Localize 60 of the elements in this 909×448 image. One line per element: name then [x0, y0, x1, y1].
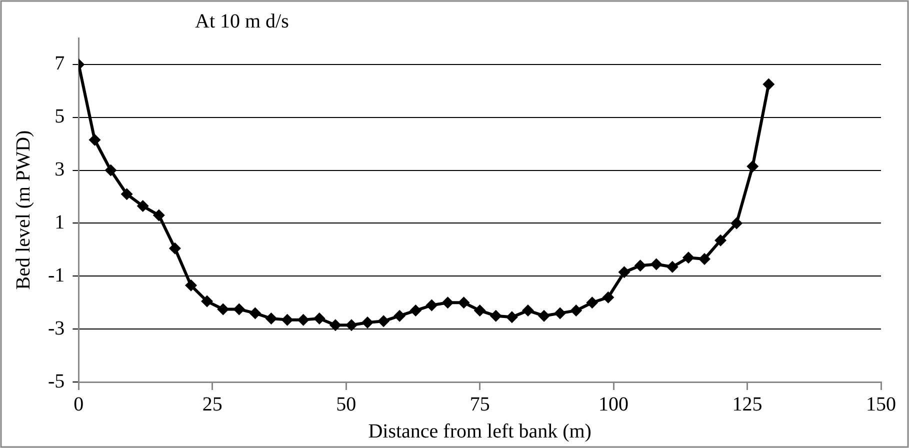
point — [426, 299, 438, 312]
point — [249, 307, 262, 320]
point — [714, 234, 727, 246]
y-tick-label: 3 — [54, 158, 65, 181]
point — [329, 319, 342, 332]
point — [602, 291, 614, 304]
point — [442, 296, 454, 309]
y-tick-label: 7 — [54, 52, 65, 75]
y-axis-title: Bed level (m PWD) — [12, 130, 34, 290]
x-tick-label: 75 — [470, 393, 490, 416]
point — [136, 200, 149, 212]
point — [217, 303, 230, 316]
y-tick-label: -5 — [48, 370, 65, 392]
x-tick-label: 100 — [598, 393, 629, 416]
point — [506, 311, 518, 324]
point — [88, 134, 101, 146]
point — [698, 252, 710, 265]
point — [362, 316, 374, 328]
y-tick-label: 5 — [54, 106, 65, 128]
point — [152, 209, 165, 222]
x-tick-label: 125 — [732, 393, 762, 416]
y-tick-label: -1 — [48, 264, 65, 286]
point — [634, 260, 646, 272]
point — [281, 314, 294, 326]
point — [586, 296, 598, 309]
x-tick-label: 150 — [866, 393, 896, 416]
point — [666, 260, 678, 273]
y-tick-label: 1 — [54, 211, 65, 234]
point — [458, 296, 470, 309]
x-tick-label: 25 — [202, 393, 222, 416]
point — [184, 279, 197, 292]
point — [682, 252, 694, 264]
point — [394, 310, 406, 322]
x-tick-label: 0 — [74, 393, 84, 416]
point — [746, 160, 759, 172]
x-axis-title: Distance from left bank (m) — [368, 420, 592, 442]
x-tick-label: 50 — [336, 393, 356, 416]
point — [265, 312, 278, 324]
point — [410, 304, 422, 317]
point — [490, 310, 502, 322]
point — [522, 304, 534, 317]
point — [297, 314, 310, 326]
point — [538, 310, 550, 322]
point — [570, 304, 582, 317]
point — [378, 315, 390, 328]
point — [313, 312, 326, 324]
point — [554, 307, 566, 320]
point — [168, 242, 181, 254]
point — [650, 258, 662, 270]
point — [201, 295, 214, 308]
point — [345, 319, 358, 332]
point — [120, 188, 133, 200]
chart-title: At 10 m d/s — [195, 10, 290, 32]
point — [104, 164, 117, 176]
point — [762, 78, 775, 90]
point — [730, 217, 743, 230]
point — [233, 303, 246, 316]
point — [474, 304, 486, 317]
point — [618, 266, 630, 278]
y-tick-label: -3 — [48, 317, 65, 340]
